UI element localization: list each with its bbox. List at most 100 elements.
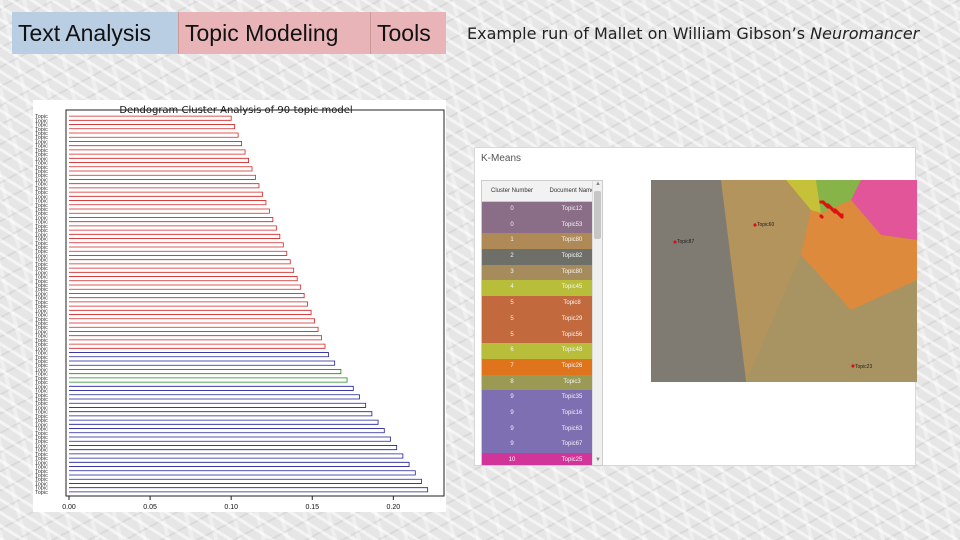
scrollbar-thumb[interactable] xyxy=(594,191,601,239)
dendrogram-link xyxy=(69,233,281,239)
table-row[interactable]: 4 Topic45 xyxy=(482,280,602,297)
cell-cluster-number: 7 xyxy=(510,362,514,369)
scroll-up-icon[interactable]: ▲ xyxy=(595,181,601,187)
leaf-label: Topic xyxy=(35,321,48,327)
leaf-label: Topic xyxy=(35,186,48,192)
tab-tools[interactable]: Tools xyxy=(370,12,446,54)
kmeans-table-body: 0 Topic12 0 Topic53 1 Topic80 2 Topic82 3 Topic80… xyxy=(482,202,602,465)
table-row[interactable]: 9 Topic35 xyxy=(482,390,602,406)
dendrogram-link xyxy=(69,208,270,214)
table-row[interactable]: 5 Topic56 xyxy=(482,327,602,344)
leaf-label: Topic xyxy=(35,367,48,373)
table-row[interactable]: 9 Topic63 xyxy=(482,421,602,438)
table-row[interactable]: 2 Topic82 xyxy=(482,249,602,265)
leaf-label: Topic xyxy=(35,346,48,352)
dendrogram-link xyxy=(69,470,416,476)
leaf-label: Topic xyxy=(35,414,48,420)
leaf-label: Topic xyxy=(35,460,48,466)
table-row[interactable]: 0 Topic53 xyxy=(482,217,602,234)
leaf-label: Topic xyxy=(35,144,48,150)
leaf-label: Topic xyxy=(35,118,48,124)
leaf-label: Topic xyxy=(35,465,48,471)
leaf-label: Topic xyxy=(35,443,48,449)
dendrogram-link xyxy=(69,335,322,341)
data-point xyxy=(821,200,825,204)
leaf-label: Topic xyxy=(35,473,48,479)
region-cluster-gray xyxy=(651,180,746,382)
table-row[interactable]: 7 Topic26 xyxy=(482,358,602,375)
table-row[interactable]: 8 Topic3 xyxy=(482,374,602,391)
tab-topic-modeling[interactable]: Topic Modeling xyxy=(178,12,370,54)
dendrogram-link xyxy=(69,166,253,172)
cell-document-name: Topic53 xyxy=(561,221,583,228)
dendrogram-link xyxy=(69,309,312,315)
cell-cluster-number: 3 xyxy=(510,268,514,275)
table-row[interactable]: 6 Topic48 xyxy=(482,343,602,359)
leaf-label: Topic xyxy=(35,283,48,289)
cell-document-name: Topic82 xyxy=(561,253,583,260)
table-row[interactable]: 1 Topic80 xyxy=(482,233,602,250)
column-header-document[interactable]: Document Name xyxy=(549,188,595,194)
cell-cluster-number: 4 xyxy=(510,284,514,291)
data-point xyxy=(753,223,757,227)
kmeans-voronoi-plot: Topic87 Topic60 Topic23 xyxy=(651,180,917,382)
leaf-label: Topic xyxy=(35,477,48,483)
dendrogram-link xyxy=(69,343,326,349)
x-tick-label: 0.20 xyxy=(387,504,401,511)
leaf-label: Topic xyxy=(35,431,48,437)
leaf-label: Topic xyxy=(35,355,48,361)
leaf-label: Topic xyxy=(35,262,48,268)
table-row[interactable]: 3 Topic80 xyxy=(482,264,602,281)
column-header-cluster[interactable]: Cluster Number xyxy=(490,188,533,194)
leaf-label: Topic xyxy=(35,203,48,209)
data-point xyxy=(673,240,677,244)
dendrogram-link xyxy=(69,157,249,163)
region-cluster-pink xyxy=(851,180,917,240)
tab-text-analysis[interactable]: Text Analysis xyxy=(12,12,178,54)
table-row[interactable]: 0 Topic12 xyxy=(482,202,602,218)
leaf-label: Topic xyxy=(35,452,48,458)
dendrogram-link xyxy=(69,174,256,180)
cell-document-name: Topic56 xyxy=(561,331,583,338)
dendrogram-link xyxy=(69,428,385,434)
leaf-label: Topic xyxy=(35,363,48,369)
leaf-label: Topic xyxy=(35,135,48,141)
leaf-label: Topic xyxy=(35,342,48,348)
kmeans-table-scrollbar[interactable]: ▲ ▼ xyxy=(592,181,602,465)
leaf-label: Topic xyxy=(35,393,48,399)
table-row[interactable]: 5 Topic8 xyxy=(482,296,602,312)
leaf-label: Topic xyxy=(35,165,48,171)
dendrogram-links xyxy=(69,115,429,493)
dendrogram-link xyxy=(69,217,274,223)
dendrogram-link xyxy=(69,301,309,307)
scroll-down-icon[interactable]: ▼ xyxy=(595,457,601,463)
leaf-label: Topic xyxy=(35,207,48,213)
table-row[interactable]: 9 Topic67 xyxy=(482,437,602,453)
kmeans-table-header: Cluster Number Document Name xyxy=(482,181,602,202)
dendrogram-link xyxy=(69,461,410,467)
dendrogram-link xyxy=(69,141,242,147)
table-row[interactable]: 9 Topic16 xyxy=(482,405,602,422)
leaf-label: Topic xyxy=(35,490,48,496)
cell-cluster-number: 5 xyxy=(510,331,514,338)
region-cluster-yellow xyxy=(786,180,821,213)
data-point xyxy=(819,214,823,218)
cell-cluster-number: 5 xyxy=(510,315,514,322)
leaf-label: Topic xyxy=(35,389,48,395)
leaf-label: Topic xyxy=(35,427,48,433)
cell-cluster-number: 0 xyxy=(510,221,514,228)
kmeans-table: Cluster Number Document Name 0 Topic12 0 To… xyxy=(481,180,603,466)
cell-document-name: Topic45 xyxy=(561,284,583,291)
leaf-label: Topic xyxy=(35,338,48,344)
leaf-label: Topic xyxy=(35,152,48,158)
table-row[interactable]: 5 Topic29 xyxy=(482,311,602,328)
cell-document-name: Topic63 xyxy=(561,425,583,432)
cell-document-name: Topic29 xyxy=(561,315,583,322)
dendrogram-link xyxy=(69,225,277,231)
dendrogram-link xyxy=(69,276,298,282)
leaf-label: Topic xyxy=(35,215,48,221)
dendrogram-link xyxy=(69,419,379,425)
leaf-label: Topic xyxy=(35,275,48,281)
leaf-label: Topic xyxy=(35,161,48,167)
table-row[interactable]: 10 Topic25 xyxy=(482,453,602,465)
